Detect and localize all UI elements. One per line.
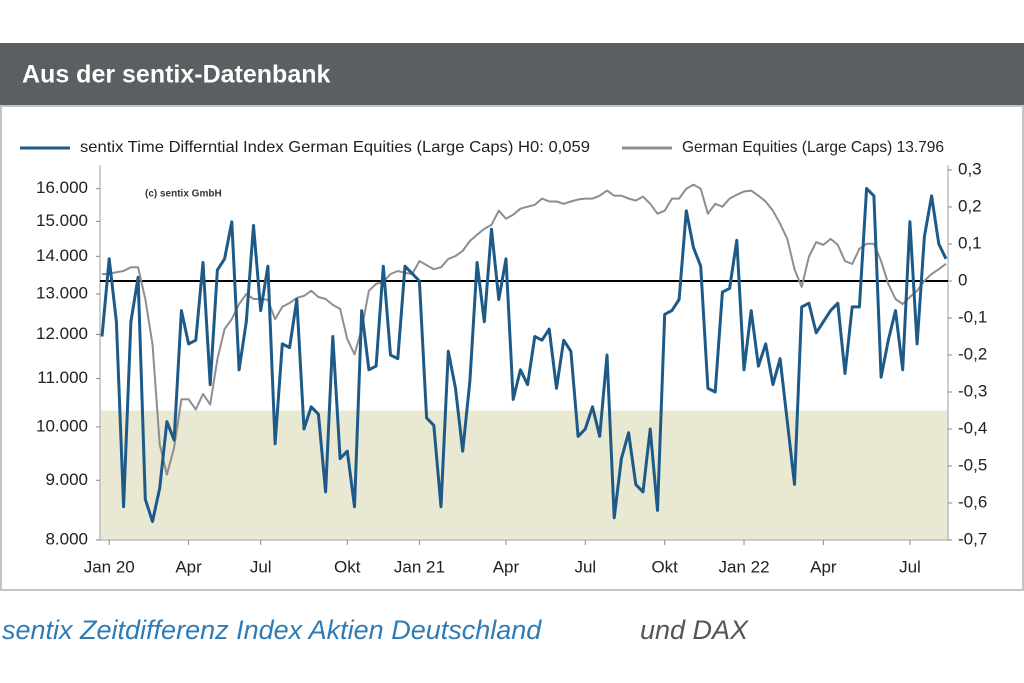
y-tick-label: 14.000 xyxy=(36,246,88,265)
x-tick-label: Okt xyxy=(334,557,361,576)
y-tick-label: 16.000 xyxy=(36,178,88,197)
y2-tick-label: -0,4 xyxy=(958,418,987,437)
y2-tick-label: 0,2 xyxy=(958,196,982,215)
y-tick-label: 13.000 xyxy=(36,283,88,302)
y2-tick-label: -0,1 xyxy=(958,307,987,326)
threshold-band xyxy=(100,410,948,540)
y2-tick-label: -0,7 xyxy=(958,529,987,548)
x-tick-label: Jan 22 xyxy=(718,557,769,576)
x-tick-label: Apr xyxy=(810,557,837,576)
copyright: (c) sentix GmbH xyxy=(145,189,222,200)
legend-label: sentix Time Differntial Index German Equ… xyxy=(80,139,590,156)
y2-tick-label: 0,3 xyxy=(958,159,982,178)
series-line xyxy=(100,187,948,523)
x-tick-label: Jan 20 xyxy=(84,557,135,576)
x-tick-label: Okt xyxy=(651,557,678,576)
caption: sentix Zeitdifferenz Index Aktien Deutsc… xyxy=(2,615,542,645)
y2-tick-label: -0,3 xyxy=(958,381,987,400)
x-tick-label: Jul xyxy=(250,557,272,576)
plot-frame xyxy=(99,165,949,541)
y-tick-label: 12.000 xyxy=(36,324,88,343)
y-tick-label: 11.000 xyxy=(37,368,88,387)
chart-title: Aus der sentix-Datenbank xyxy=(22,61,331,89)
y2-tick-label: 0 xyxy=(958,270,967,289)
chart-frame xyxy=(0,105,1024,591)
header-bar xyxy=(0,43,1024,106)
x-tick-label: Jul xyxy=(574,557,596,576)
y-tick-label: 15.000 xyxy=(36,211,88,230)
series-line xyxy=(102,183,947,476)
x-tick-label: Apr xyxy=(493,557,520,576)
x-tick-label: Apr xyxy=(175,557,202,576)
caption: und DAX xyxy=(640,615,749,645)
legend-label: German Equities (Large Caps) 13.796 xyxy=(682,139,944,156)
x-tick-label: Jul xyxy=(899,557,921,576)
y-tick-label: 10.000 xyxy=(36,416,88,435)
y-tick-label: 8.000 xyxy=(45,529,88,548)
y-tick-label: 9.000 xyxy=(45,470,88,489)
y2-tick-label: -0,5 xyxy=(958,455,987,474)
y2-tick-label: 0,1 xyxy=(958,233,982,252)
y2-tick-label: -0,2 xyxy=(958,344,987,363)
plot: 8.000 9.000 10.000 11.000 12.000 13.000 14.000… xyxy=(36,159,987,576)
y2-tick-label: -0,6 xyxy=(958,492,987,511)
x-tick-label: Jan 21 xyxy=(394,557,445,576)
